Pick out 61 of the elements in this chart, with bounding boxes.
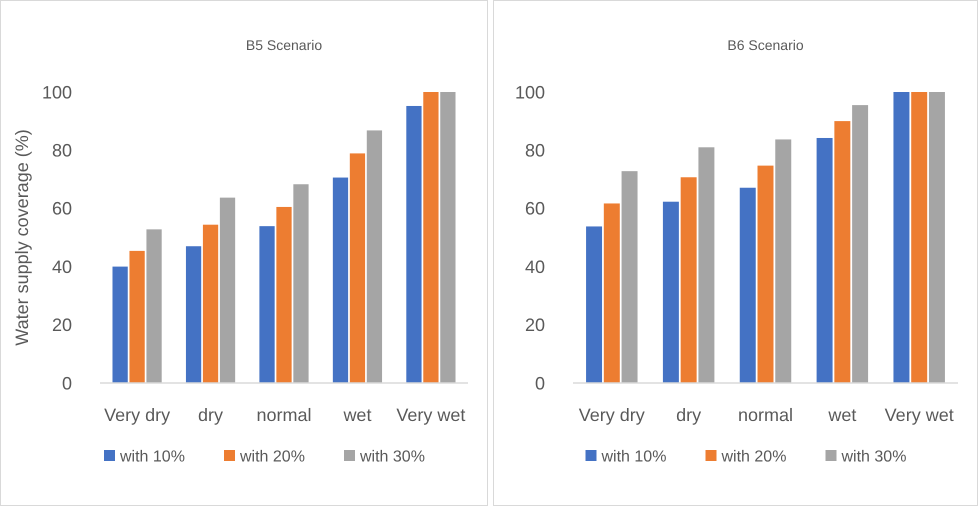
bar [366,130,382,383]
bar [834,121,850,383]
bar [698,147,714,383]
y-tick-label: 0 [534,373,545,394]
bar [423,92,439,383]
bar [911,92,928,383]
y-tick-label: 80 [52,140,72,160]
bar [440,92,456,383]
x-tick-label: Very wet [396,405,466,425]
y-tick-label: 60 [524,198,545,219]
chart-title: B5 Scenario [246,37,322,53]
x-tick-label: Very dry [578,405,645,425]
y-axis-title: Water supply coverage (%) [12,129,32,346]
x-tick-label: normal [738,405,794,425]
y-tick-label: 80 [524,140,545,160]
chart-title: B6 Scenario [727,37,804,53]
bar [259,226,275,383]
bar [202,224,218,383]
x-tick-label: Very wet [884,405,954,425]
bar [928,92,945,383]
y-tick-label: 20 [52,315,72,336]
bar [129,250,145,383]
bar [220,198,236,383]
bar [758,166,774,383]
y-tick-label: 60 [52,198,72,219]
y-tick-label: 40 [52,256,72,277]
bar [350,153,366,383]
bar [276,206,292,383]
x-tick-label: dry [198,405,224,425]
bar [293,184,309,383]
y-tick-label: 100 [514,82,545,102]
legend-label: with 30% [359,448,425,466]
x-tick-label: dry [676,405,702,425]
legend-label: with 10% [600,448,666,466]
bar [680,177,697,383]
x-tick-label: wet [827,405,856,425]
x-tick-label: Very dry [104,405,170,425]
bar [112,266,128,383]
bar [816,138,833,383]
y-tick-label: 100 [42,82,72,102]
bar [775,139,792,383]
bar [146,229,162,383]
legend-label: with 20% [720,448,786,466]
y-tick-label: 0 [62,373,72,394]
bar [332,178,348,383]
bar [893,92,910,383]
bar [740,188,756,383]
y-tick-label: 20 [524,315,545,336]
x-tick-label: wet [342,405,372,425]
legend-label: with 10% [119,448,185,466]
bar [586,226,602,383]
bar [662,202,679,383]
bar [852,105,868,383]
x-tick-label: normal [256,405,312,425]
y-tick-label: 40 [524,256,545,277]
bar [604,203,620,383]
bar [406,106,422,383]
legend-label: with 20% [239,448,305,466]
legend-label: with 30% [840,448,906,466]
bar [622,171,638,383]
bar [186,246,202,383]
